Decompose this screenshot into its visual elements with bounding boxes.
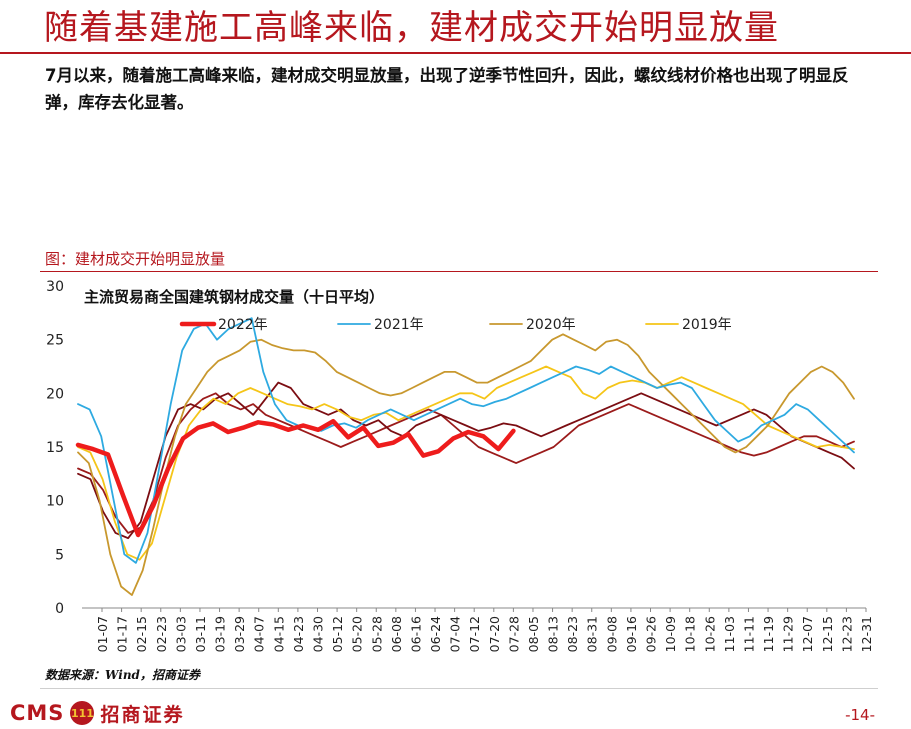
x-tick-label: 11-29	[781, 616, 796, 652]
x-tick-label: 06-24	[428, 616, 443, 652]
x-tick-label: 11-03	[722, 616, 737, 652]
x-tick-label: 08-13	[546, 616, 561, 652]
y-tick-label: 20	[46, 386, 64, 402]
data-source: 数据来源：Wind，招商证券	[45, 668, 200, 682]
series-line-2022年	[75, 418, 516, 538]
series-line-2020年	[77, 333, 855, 597]
line-chart: 0 5 10 15 20 25 30 01-07 01-17 02-15 02-23 03-03 03-…	[0, 272, 911, 664]
x-tick-label: 03-11	[193, 616, 208, 652]
x-tick-label: 02-15	[134, 616, 149, 652]
logo-text: CMS	[10, 701, 65, 725]
legend-label: 2022年	[218, 317, 268, 333]
slide-subtitle: 7月以来，随着施工高峰来临，建材成交明显放量，出现了逆季节性回升，因此，螺纹线材…	[45, 66, 849, 112]
series-line-2019年	[77, 365, 855, 561]
x-tick-label: 03-19	[213, 616, 228, 652]
x-tick-label: 04-07	[252, 616, 267, 652]
x-tick-label: 10-18	[683, 616, 698, 652]
chart-axes: 0 5 10 15 20 25 30 01-07 01-17 02-15 02-23 03-03 03-…	[46, 279, 874, 652]
x-tick-label: 04-30	[310, 616, 325, 652]
y-tick-label: 0	[55, 601, 64, 617]
x-tick-label: 12-31	[859, 616, 874, 652]
x-tick-label: 05-20	[350, 616, 365, 652]
x-tick-label: 03-03	[173, 616, 188, 652]
x-tick-label: 02-23	[154, 616, 169, 652]
x-tick-label: 10-26	[702, 616, 717, 652]
series-line-2017年	[77, 392, 855, 534]
x-tick-label: 10-09	[663, 616, 678, 652]
chart-series	[75, 317, 855, 597]
series-line-2018年	[77, 381, 855, 540]
figure-caption-divider	[40, 271, 878, 272]
x-tick-label: 07-28	[506, 616, 521, 652]
x-tick-label: 08-23	[565, 616, 580, 652]
legend-label: 2020年	[526, 317, 576, 333]
series-line-2021年	[77, 317, 855, 564]
x-tick-label: 06-08	[389, 616, 404, 652]
y-tick-label: 10	[46, 494, 64, 510]
x-tick-label: 08-05	[526, 616, 541, 652]
x-tick-label: 07-20	[487, 616, 502, 652]
footer-divider	[40, 688, 878, 689]
x-tick-label: 12-23	[839, 616, 854, 652]
x-tick-label: 03-29	[232, 616, 247, 652]
x-tick-label: 11-11	[741, 616, 756, 652]
x-tick-label: 09-16	[624, 616, 639, 652]
y-tick-label: 5	[55, 547, 64, 563]
x-tick-label: 12-15	[820, 616, 835, 652]
x-tick-label: 07-04	[448, 616, 463, 652]
title-divider	[0, 52, 911, 54]
x-tick-label: 05-28	[369, 616, 384, 652]
logo-company-name: 招商证券	[100, 703, 185, 726]
logo-emblem-icon: 111	[70, 701, 95, 725]
x-tick-label: 05-12	[330, 616, 345, 652]
figure-caption: 图：建材成交开始明显放量	[45, 250, 226, 268]
page-number: -14-	[845, 706, 875, 724]
x-tick-label: 06-16	[408, 616, 423, 652]
x-tick-label: 04-23	[291, 616, 306, 652]
chart-title: 主流贸易商全国建筑钢材成交量（十日平均）	[84, 288, 384, 306]
x-tick-label: 01-17	[115, 616, 130, 652]
chart-legend: 2022年 2021年 2020年 2019年	[179, 317, 732, 333]
y-tick-label: 25	[46, 333, 64, 349]
legend-label: 2019年	[682, 317, 732, 333]
legend-label: 2021年	[374, 317, 424, 333]
x-tick-label: 09-26	[644, 616, 659, 652]
x-tick-label: 04-15	[271, 616, 286, 652]
x-tick-label: 12-07	[800, 616, 815, 652]
x-tick-label: 01-07	[95, 616, 110, 652]
y-tick-label: 15	[46, 440, 64, 456]
y-tick-label: 30	[46, 279, 64, 295]
x-tick-label: 09-08	[604, 616, 619, 652]
company-logo: CMS 111 招商证券	[10, 700, 184, 726]
slide-title: 随着基建施工高峰来临，建材成交开始明显放量	[44, 8, 779, 48]
x-tick-label: 07-12	[467, 616, 482, 652]
x-tick-label: 11-19	[761, 616, 776, 652]
x-tick-label: 08-31	[585, 616, 600, 652]
